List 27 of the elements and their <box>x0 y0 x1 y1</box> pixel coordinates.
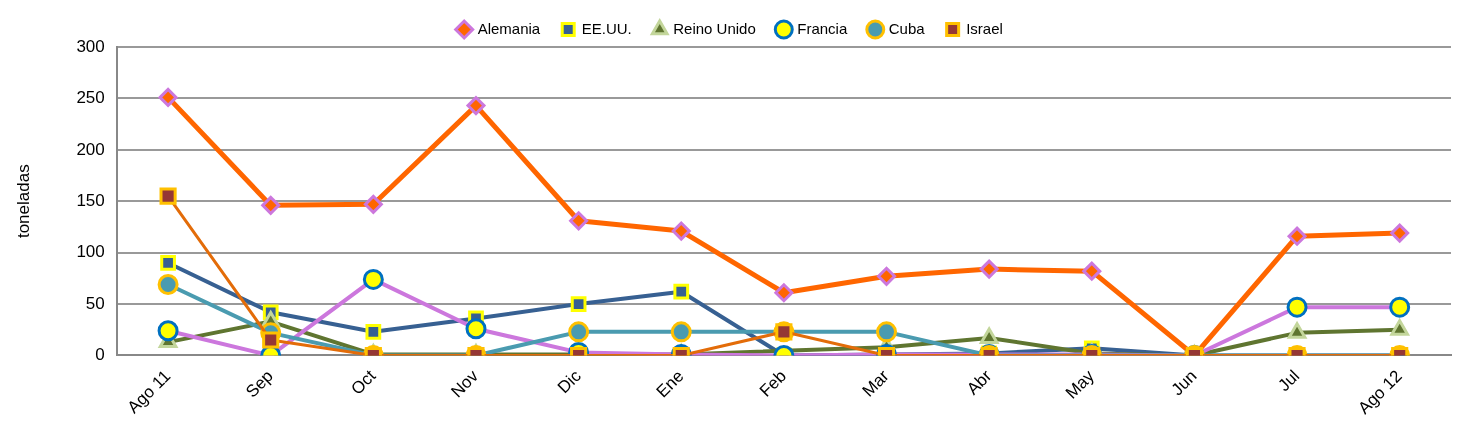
legend-label: Reino Unido <box>673 19 756 37</box>
x-tick-label: Oct <box>347 366 380 399</box>
legend-label: Alemania <box>477 19 541 37</box>
x-tick-label: Feb <box>755 366 791 401</box>
legend-label: Israel <box>966 19 1003 37</box>
y-tick-label: 0 <box>95 345 105 365</box>
x-tick-label: May <box>1061 366 1099 403</box>
legend-label: EE.UU. <box>581 19 632 37</box>
legend-label: Cuba <box>888 19 926 37</box>
x-tick-label: Dic <box>553 366 586 398</box>
y-tick-label: 100 <box>76 242 105 262</box>
x-tick-label: Mar <box>858 366 893 401</box>
x-tick-label: Sep <box>242 366 277 402</box>
y-axis-title: toneladas <box>13 164 33 239</box>
x-tick-label: Abr <box>963 366 996 399</box>
x-tick-label: Nov <box>447 366 483 402</box>
x-tick-label: Ago 12 <box>1354 366 1406 418</box>
x-tick-label: Jun <box>1167 366 1201 400</box>
x-tick-label: Ene <box>652 366 688 402</box>
y-tick-label: 200 <box>76 139 105 159</box>
legend-label: Francia <box>797 19 848 37</box>
x-tick-label: Ago 11 <box>123 366 175 418</box>
y-tick-label: 150 <box>76 190 105 210</box>
x-tick-label: Jul <box>1274 366 1304 396</box>
y-tick-label: 300 <box>76 36 105 56</box>
y-tick-label: 250 <box>76 88 105 108</box>
y-tick-label: 50 <box>85 293 105 313</box>
